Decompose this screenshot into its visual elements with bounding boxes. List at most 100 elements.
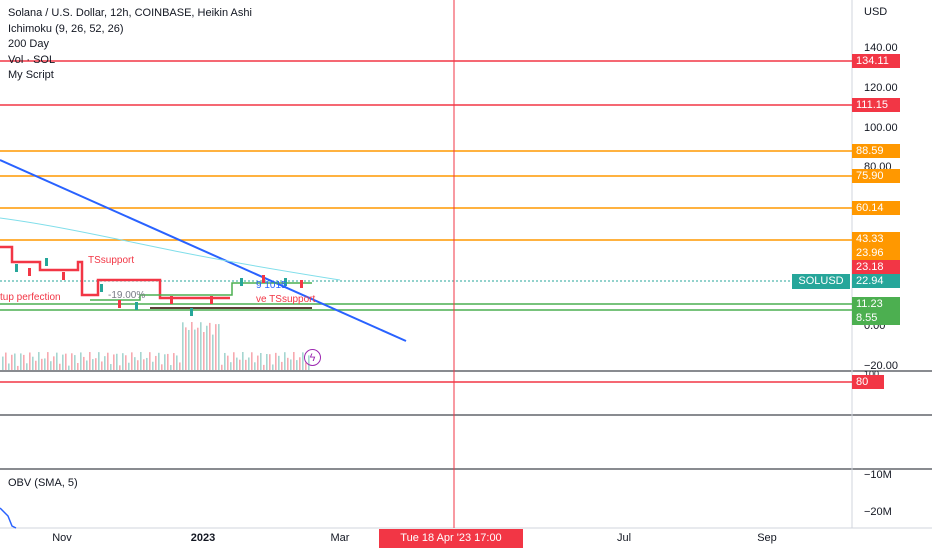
time-tick: Nov [52,532,72,544]
volume-bar [23,354,25,370]
script-label: tup perfection [0,292,61,303]
volume-bar [194,329,196,370]
level-tag[interactable]: 80 [852,375,884,389]
volume-bar [272,364,274,370]
volume-bar [212,334,214,370]
indicator-ichimoku[interactable]: Ichimoku (9, 26, 52, 26) [8,22,124,35]
volume-bar [35,360,37,370]
volume-bar [200,322,202,370]
candle [240,278,243,286]
volume-bar [26,363,28,370]
volume-bar [50,361,52,370]
candle [15,264,18,272]
volume-bar [185,327,187,370]
volume-bar [101,361,103,370]
volume-bar [170,365,172,370]
volume-bar [296,360,298,370]
script-label: 9 1015 [256,280,287,291]
indicator-my-script[interactable]: My Script [8,69,54,81]
script-label: ve TSsupport [256,294,316,305]
ticker-badge[interactable]: SOLUSD [792,274,850,289]
volume-bar [65,353,67,370]
volume-bar [173,353,175,370]
volume-bar [146,357,148,370]
level-tag[interactable]: 23.18 [852,260,900,274]
volume-bar [122,353,124,370]
volume-bar [224,352,226,370]
volume-bar [47,352,49,370]
candle [300,280,303,288]
volume-bar [104,356,106,370]
symbol-title[interactable]: Solana / U.S. Dollar, 12h, COINBASE, Hei… [8,7,252,19]
obv-tick: −20M [864,506,892,518]
obv-tick: −10M [864,469,892,481]
level-tag[interactable]: 60.14 [852,201,900,215]
volume-bar [263,364,265,370]
candle [118,300,121,308]
currency-label: USD [864,6,888,18]
volume-tick: −20.00 [864,360,898,372]
chart-legend: Solana / U.S. Dollar, 12h, COINBASE, Hei… [8,6,252,84]
script-label: TSsupport [88,255,135,266]
current-price-tag[interactable]: 22.94 [852,274,900,288]
volume-bar [152,361,154,370]
time-tick: Mar [330,532,350,544]
crosshair-time-label: Tue 18 Apr '23 17:00 [379,529,523,548]
volume-bar [203,332,205,370]
volume-bar [269,354,271,370]
level-tag[interactable]: 134.11 [852,54,900,68]
volume-bar [128,362,130,370]
stop-line [0,245,230,300]
level-tag[interactable]: 23.96 [852,246,900,260]
volume-bar [242,352,244,370]
indicator-200-day[interactable]: 200 Day [8,38,49,50]
volume-bar [167,353,169,370]
volume-bar [239,359,241,370]
volume-bar [92,359,94,370]
level-tag[interactable]: 75.90 [852,169,900,183]
volume-bar [29,352,31,370]
indicator-volume[interactable]: Vol · SOL [8,53,56,66]
volume-bar [131,352,133,370]
level-tag[interactable]: 111.15 [852,98,900,112]
candle [190,308,193,316]
volume-bar [287,357,289,370]
volume-bar [155,355,157,370]
level-tag[interactable]: 43.33 [852,232,900,246]
volume-bar [86,360,88,370]
volume-bar [233,352,235,370]
volume-bar [68,365,70,370]
price-tick: 100.00 [864,122,898,134]
volume-bar [8,363,10,370]
volume-bar [206,325,208,370]
price-tick: 140.00 [864,42,898,54]
level-tag[interactable]: 8.55 [852,311,900,325]
volume-bar [176,355,178,370]
volume-bar [95,358,97,370]
volume-bar [293,352,295,370]
volume-bar [221,364,223,370]
lightning-bolt-icon[interactable]: ϟ [304,349,321,366]
candle [100,284,103,292]
volume-bar [62,354,64,370]
candle [45,258,48,266]
volume-bar [116,353,118,370]
obv-legend[interactable]: OBV (SMA, 5) [8,477,78,489]
level-tag[interactable]: 88.59 [852,144,900,158]
support-line [90,282,312,301]
volume-bar [197,327,199,370]
level-tag[interactable]: 11.23 [852,297,900,311]
volume-bar [230,362,232,370]
candle [28,268,31,276]
volume-bar [251,352,253,370]
volume-bar [41,358,43,370]
volume-bar [53,356,55,370]
volume-bar [161,364,163,370]
volume-tick: 100 [864,369,880,379]
trendline [0,159,407,342]
ichimoku-line [0,217,341,281]
volume-bar [191,322,193,370]
volume-bar [266,353,268,370]
